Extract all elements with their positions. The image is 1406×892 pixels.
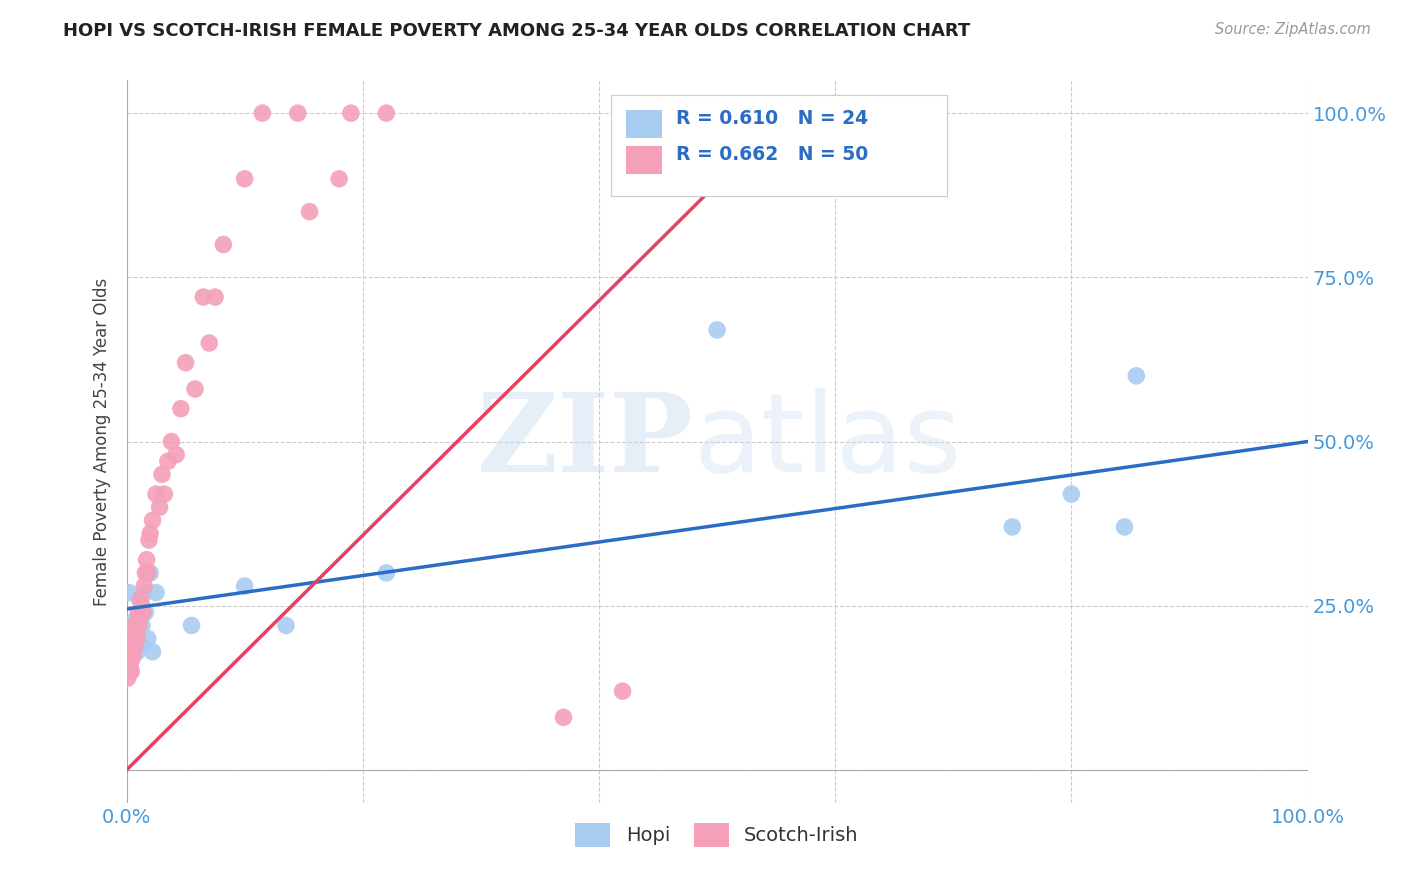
Point bbox=[193, 290, 215, 304]
Point bbox=[138, 533, 160, 547]
Point bbox=[120, 665, 142, 679]
Point bbox=[156, 454, 179, 468]
Point bbox=[153, 487, 176, 501]
Point bbox=[274, 618, 297, 632]
Point bbox=[160, 434, 183, 449]
Point bbox=[117, 671, 139, 685]
Text: Source: ZipAtlas.com: Source: ZipAtlas.com bbox=[1215, 22, 1371, 37]
FancyBboxPatch shape bbox=[626, 111, 662, 138]
Point bbox=[124, 632, 146, 646]
Point bbox=[136, 566, 159, 580]
Point bbox=[287, 106, 309, 120]
Text: ZIP: ZIP bbox=[477, 388, 693, 495]
Point bbox=[121, 651, 143, 665]
Point bbox=[184, 382, 207, 396]
Point bbox=[121, 618, 143, 632]
Point bbox=[125, 612, 148, 626]
Point bbox=[141, 645, 163, 659]
Y-axis label: Female Poverty Among 25-34 Year Olds: Female Poverty Among 25-34 Year Olds bbox=[93, 277, 111, 606]
Point bbox=[145, 585, 167, 599]
Point bbox=[340, 106, 363, 120]
Point bbox=[150, 467, 173, 482]
Point bbox=[125, 625, 148, 640]
Point bbox=[1060, 487, 1083, 501]
Text: atlas: atlas bbox=[693, 388, 962, 495]
FancyBboxPatch shape bbox=[610, 95, 948, 196]
Point bbox=[706, 323, 728, 337]
Point bbox=[134, 579, 156, 593]
Point bbox=[134, 566, 156, 580]
Point bbox=[252, 106, 274, 120]
Point bbox=[122, 632, 145, 646]
Point bbox=[129, 638, 152, 652]
Point bbox=[129, 592, 152, 607]
Point bbox=[375, 106, 398, 120]
Point bbox=[124, 618, 146, 632]
Point bbox=[127, 632, 149, 646]
Point bbox=[1125, 368, 1147, 383]
Point bbox=[198, 336, 221, 351]
Point bbox=[174, 356, 197, 370]
Legend: Hopi, Scotch-Irish: Hopi, Scotch-Irish bbox=[568, 815, 866, 855]
Point bbox=[233, 171, 256, 186]
Point bbox=[233, 579, 256, 593]
Point bbox=[298, 204, 321, 219]
Point bbox=[127, 625, 149, 640]
Point bbox=[135, 553, 157, 567]
Text: HOPI VS SCOTCH-IRISH FEMALE POVERTY AMONG 25-34 YEAR OLDS CORRELATION CHART: HOPI VS SCOTCH-IRISH FEMALE POVERTY AMON… bbox=[63, 22, 970, 40]
Point bbox=[118, 665, 141, 679]
Point bbox=[145, 487, 167, 501]
Point bbox=[120, 657, 142, 672]
Point bbox=[128, 612, 150, 626]
Point bbox=[125, 632, 148, 646]
Point bbox=[1114, 520, 1136, 534]
Point bbox=[127, 605, 149, 619]
Point bbox=[127, 645, 149, 659]
Point bbox=[134, 605, 156, 619]
Point bbox=[141, 513, 163, 527]
Point bbox=[124, 638, 146, 652]
Text: R = 0.662   N = 50: R = 0.662 N = 50 bbox=[676, 145, 868, 164]
Point bbox=[122, 645, 145, 659]
Point bbox=[1001, 520, 1024, 534]
Point bbox=[149, 500, 172, 515]
Point bbox=[134, 585, 156, 599]
Point bbox=[139, 566, 162, 580]
Point bbox=[131, 618, 153, 632]
Point bbox=[212, 237, 235, 252]
Point bbox=[136, 632, 159, 646]
Point bbox=[612, 684, 634, 698]
Point bbox=[132, 605, 155, 619]
FancyBboxPatch shape bbox=[626, 146, 662, 174]
Point bbox=[180, 618, 202, 632]
Point bbox=[128, 592, 150, 607]
Point bbox=[328, 171, 350, 186]
Point bbox=[127, 618, 149, 632]
Point bbox=[127, 618, 149, 632]
Point bbox=[204, 290, 226, 304]
Point bbox=[553, 710, 575, 724]
Point bbox=[131, 599, 153, 613]
Point bbox=[121, 638, 143, 652]
Point bbox=[165, 448, 187, 462]
Text: R = 0.610   N = 24: R = 0.610 N = 24 bbox=[676, 109, 868, 128]
Point bbox=[139, 526, 162, 541]
Point bbox=[118, 585, 141, 599]
Point bbox=[375, 566, 398, 580]
Point bbox=[170, 401, 193, 416]
